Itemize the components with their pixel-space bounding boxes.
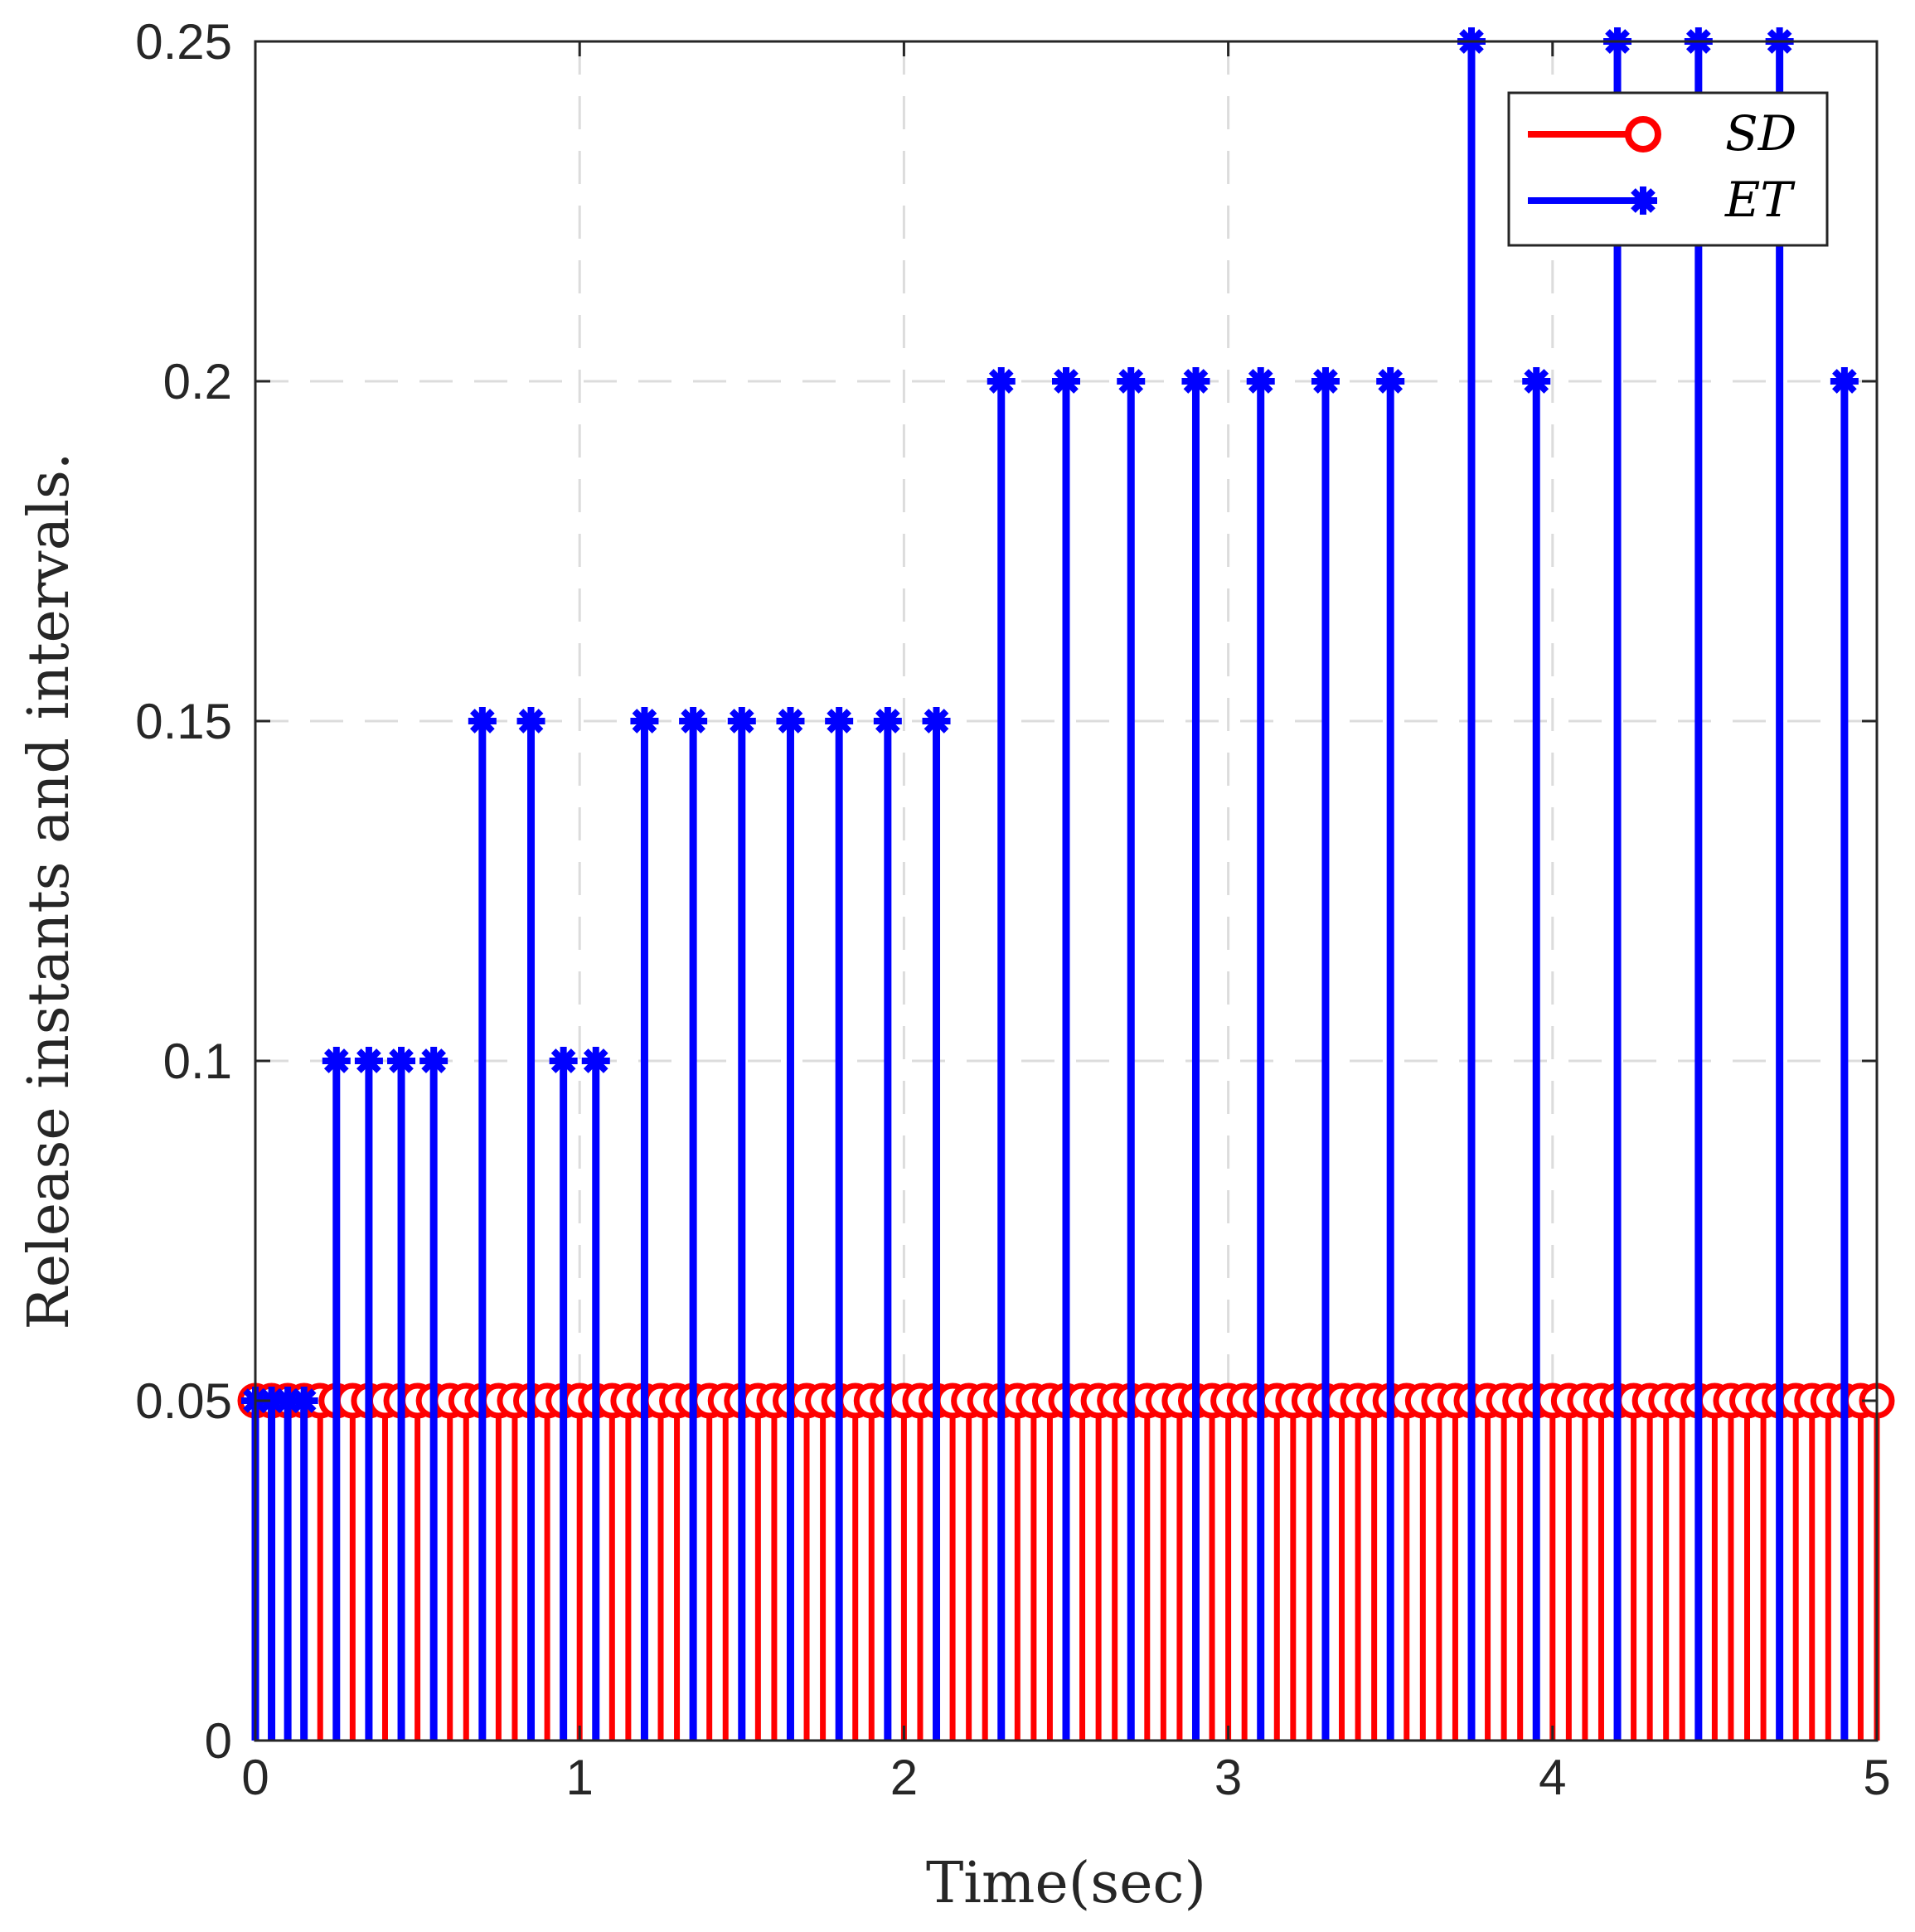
et-marker [727,707,756,735]
y-tick-label: 0 [205,1713,232,1769]
y-tick-label: 0.15 [135,694,232,749]
et-marker-stroke [1524,369,1549,394]
x-tick-label: 0 [241,1750,269,1805]
legend-item-et: ET [1528,172,1796,228]
plot-frame [254,40,1879,1742]
et-marker-stroke [827,709,852,734]
et-marker-stroke [924,709,949,734]
et-marker-stroke [632,709,657,734]
et-marker [1052,367,1080,395]
legend-et-asterisk [1629,186,1657,215]
et-marker-stroke [323,1048,349,1073]
y-tick-label: 0.25 [135,14,232,70]
et-marker [549,1047,578,1075]
x-tick-labels: 0 1 2 3 4 5 [241,1750,1890,1805]
et-marker [1181,367,1210,395]
legend-et-label: ET [1724,172,1796,228]
et-marker-stroke [1248,369,1273,394]
et-marker-stroke [1054,369,1079,394]
x-tick-label: 2 [890,1750,918,1805]
et-marker [354,1047,383,1075]
et-marker-stroke [389,1048,414,1073]
legend-et-marker [1629,186,1657,215]
legend-sd-label: SD [1725,105,1796,162]
y-axis-title: Release instants and intervals. [17,453,82,1330]
y-tick-label: 0.05 [135,1373,232,1429]
et-marker [1246,367,1275,395]
et-marker [419,1047,448,1075]
et-marker-stroke [1118,369,1144,394]
et-marker-stroke [421,1048,447,1073]
x-axis-title: Time(sec) [926,1851,1206,1916]
et-marker [679,707,708,735]
et-marker-stroke [1183,369,1209,394]
et-marker [776,707,805,735]
et-marker [825,707,854,735]
et-marker-stroke [729,709,754,734]
et-marker-stroke [1378,369,1404,394]
et-marker-stroke [988,369,1014,394]
et-marker-stroke [550,1048,576,1073]
et-marker [1117,367,1146,395]
et-marker [922,707,951,735]
x-tick-label: 5 [1863,1750,1890,1805]
et-marker-stroke [518,709,544,734]
et-marker [1376,367,1405,395]
et-marker [1830,367,1859,395]
et-marker-stroke [1313,369,1338,394]
et-marker [630,707,659,735]
x-tick-label: 4 [1539,1750,1566,1805]
axis-ticks [254,40,1879,1742]
y-tick-label: 0.2 [163,354,232,409]
et-marker-stroke [469,709,495,734]
et-marker [322,1047,351,1075]
legend: SD ET [1507,91,1829,247]
et-marker [468,707,497,735]
et-marker-stroke [356,1048,381,1073]
legend-item-sd: SD [1528,105,1796,162]
et-marker [873,707,902,735]
legend-box [1507,91,1829,247]
et-marker-stroke [291,1388,317,1413]
legend-sd-marker [1625,116,1661,153]
et-marker [289,1387,318,1415]
et-marker [387,1047,416,1075]
et-marker-stroke [875,709,900,734]
grid [255,41,1877,1741]
x-tick-label: 3 [1214,1750,1242,1805]
y-tick-labels: 0 0.05 0.1 0.15 0.2 0.25 [135,14,232,1769]
et-marker-stroke [778,709,803,734]
et-marker [987,367,1016,395]
et-marker [1522,367,1551,395]
legend-et-asterisk-stroke [1631,188,1656,213]
et-marker [516,707,545,735]
et-marker-stroke [681,709,705,734]
et-marker-stroke [1832,369,1857,394]
y-tick-label: 0.1 [163,1034,232,1089]
x-tick-label: 1 [566,1750,594,1805]
et-marker [581,1047,610,1075]
et-marker [1311,367,1340,395]
et-marker-stroke [583,1048,608,1073]
